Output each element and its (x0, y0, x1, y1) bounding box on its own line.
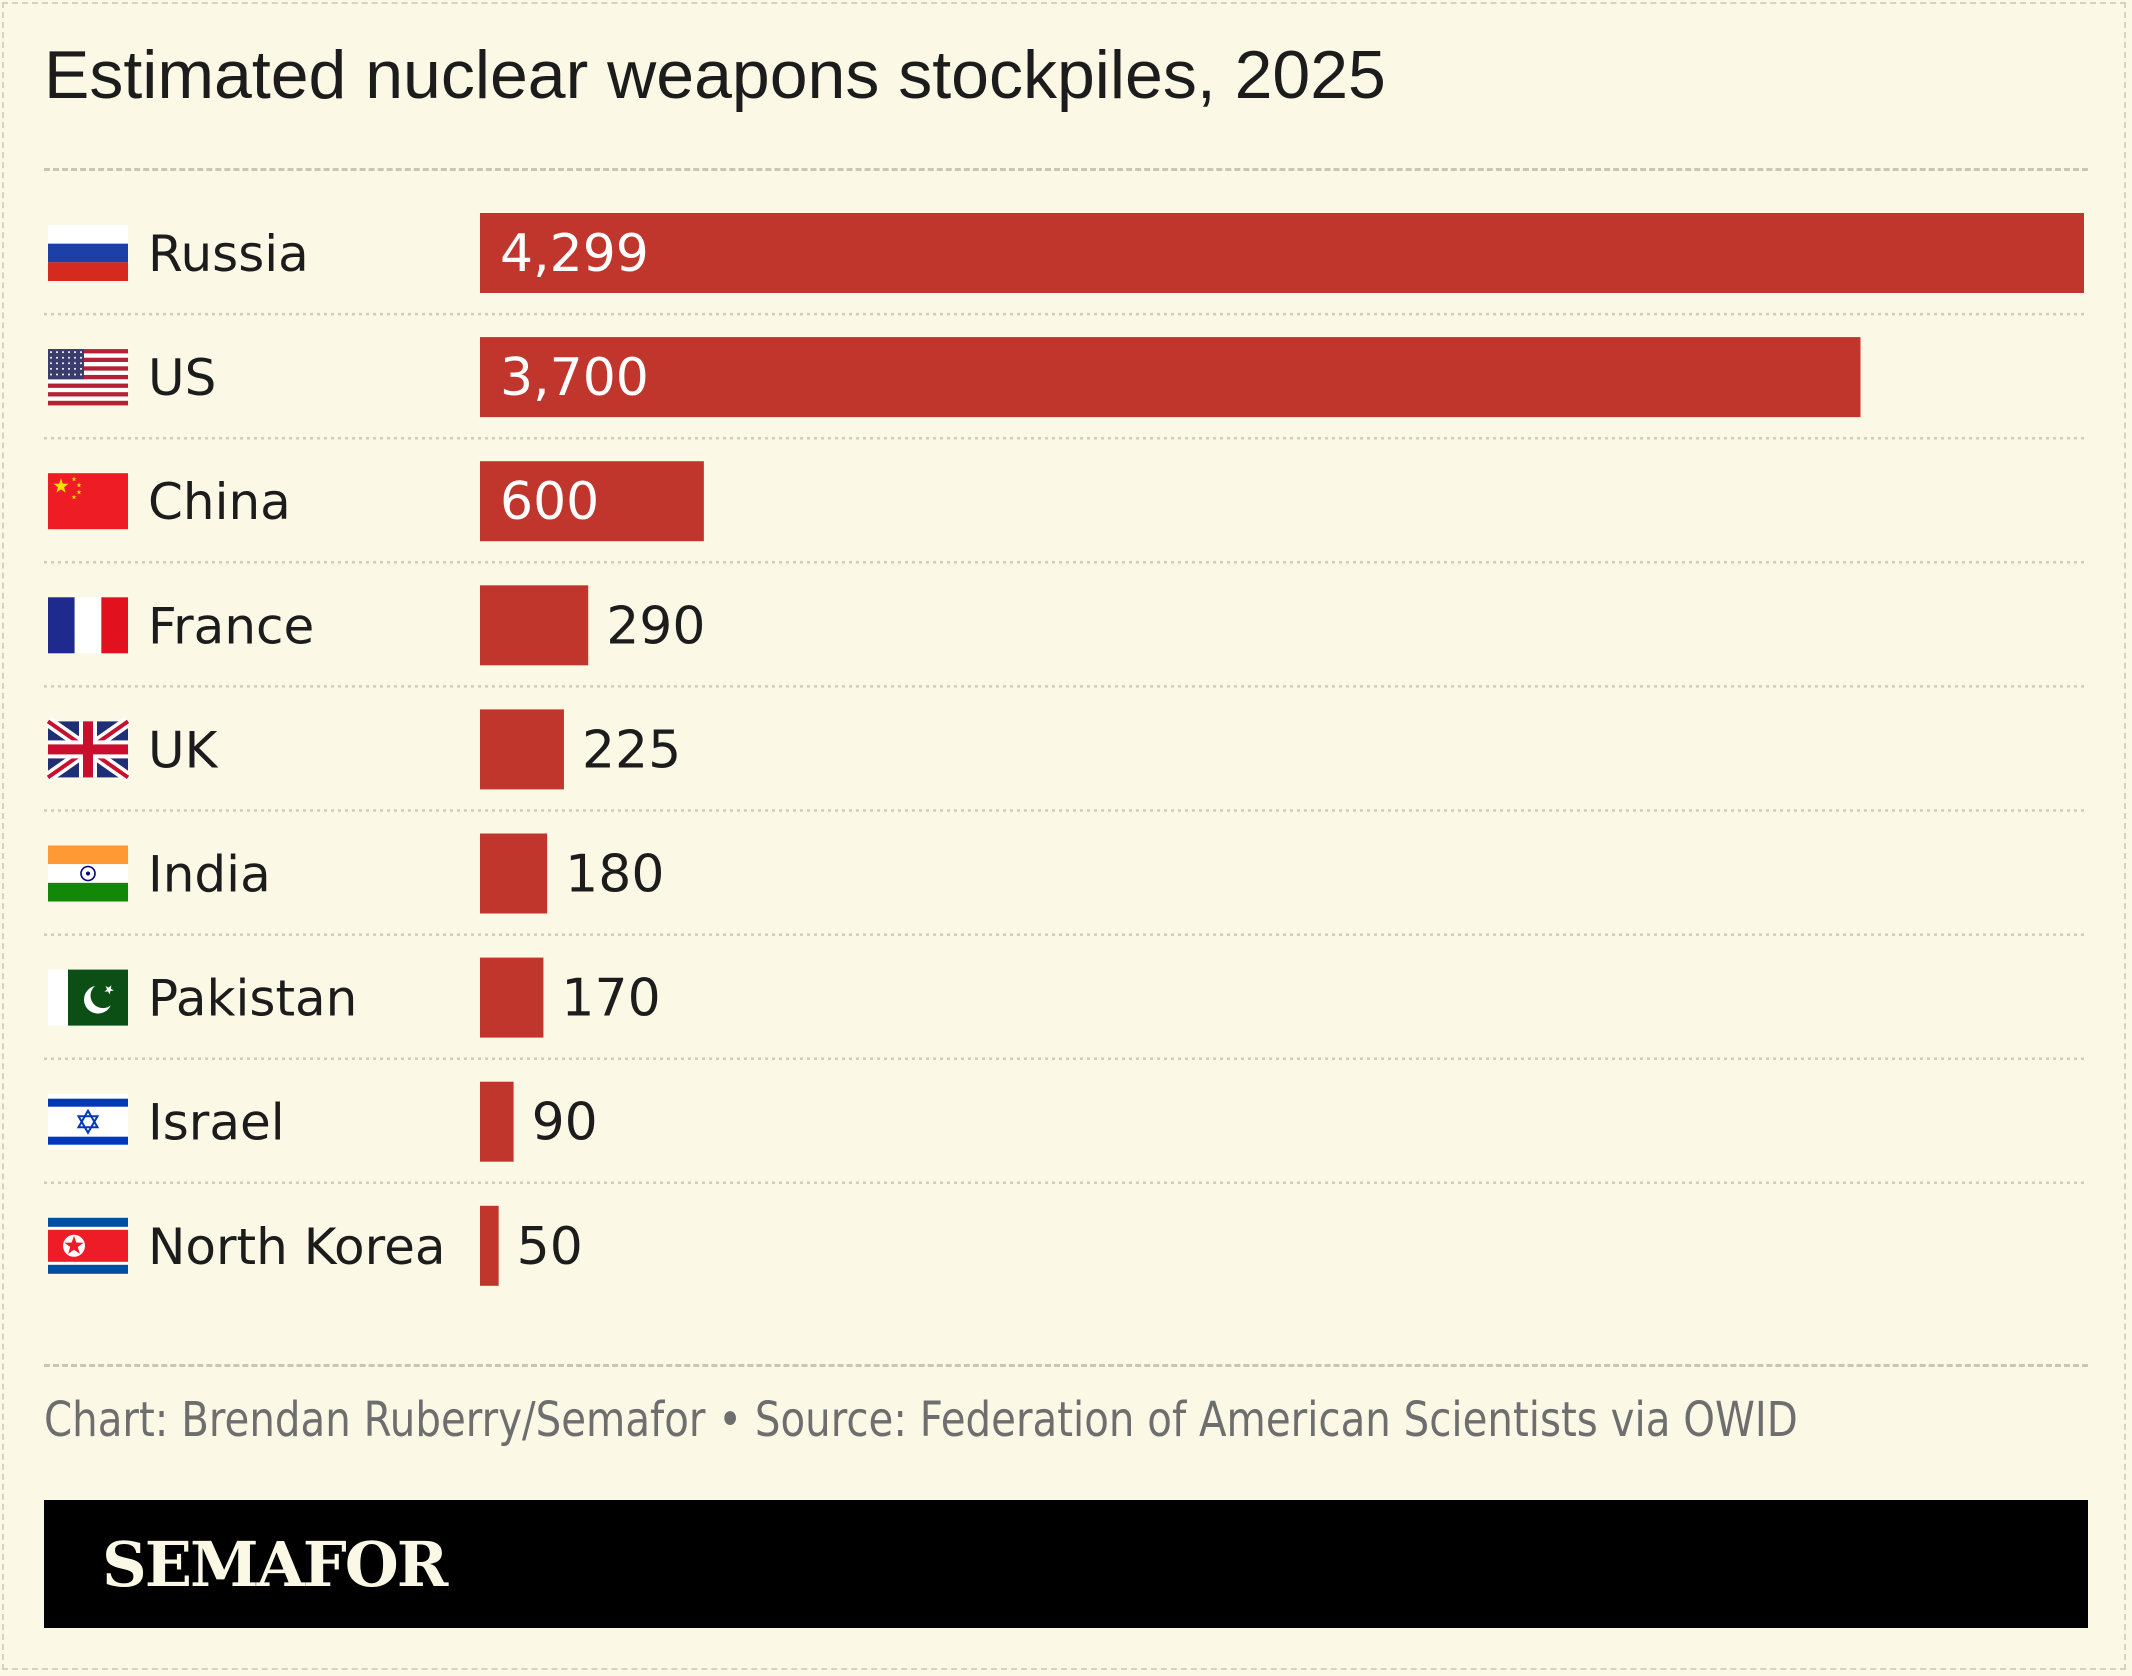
bar (480, 461, 704, 542)
bar-row: Pakistan 170 (44, 933, 2088, 1038)
category-label: Russia (148, 225, 309, 283)
value-label: 3,700 (500, 348, 649, 408)
flag-us-icon (48, 349, 128, 406)
bar (480, 1205, 499, 1286)
flag-israel-icon (48, 1093, 128, 1150)
category-label: France (148, 597, 314, 655)
value-label: 4,299 (500, 224, 649, 284)
chart-title: Estimated nuclear weapons stockpiles, 20… (44, 37, 1386, 113)
category-label: US (148, 349, 216, 407)
flag-pakistan-icon (48, 969, 128, 1026)
bar (480, 709, 564, 790)
bar (480, 833, 548, 914)
footer-divider (44, 1364, 2088, 1367)
category-label: Israel (148, 1094, 285, 1152)
flag-uk-icon (44, 716, 132, 782)
category-label: North Korea (148, 1218, 446, 1276)
flag-india-icon (48, 845, 128, 902)
value-label: 50 (517, 1217, 583, 1277)
value-label: 225 (582, 720, 681, 780)
value-label: 180 (565, 845, 664, 905)
bar (480, 585, 589, 666)
bar-row: India 180 (44, 809, 2088, 914)
bar (480, 1081, 514, 1162)
bar (480, 957, 544, 1038)
flag-north-korea-icon (48, 1217, 128, 1274)
value-label: 90 (532, 1093, 598, 1153)
category-label: China (148, 473, 291, 531)
category-label: India (148, 846, 271, 904)
flag-russia-icon (48, 225, 128, 281)
bar-row: France 290 (44, 561, 2088, 666)
brand-bar: SEMAFOR (44, 1500, 2088, 1628)
bar (480, 337, 1861, 418)
value-label: 170 (561, 969, 660, 1029)
value-label: 290 (606, 596, 705, 656)
semafor-logo: SEMAFOR (102, 1528, 448, 1601)
flag-china-icon (48, 473, 128, 530)
title-divider (44, 168, 2088, 171)
category-label: Pakistan (148, 970, 357, 1028)
bar-row: North Korea 50 (44, 1181, 2088, 1286)
bar-row: China 600 (44, 436, 2088, 542)
bar-row: UK 225 (44, 685, 2088, 790)
value-label: 600 (500, 472, 599, 532)
category-label: UK (148, 721, 219, 779)
bar (480, 213, 2084, 293)
chart-credit: Chart: Brendan Ruberry/Semafor • Source:… (44, 1392, 1798, 1448)
bar-row: US 3,700 (44, 312, 2088, 418)
bar-row: Russia 4,299 (48, 213, 2084, 293)
flag-france-icon (48, 597, 128, 654)
bar-row: Israel 90 (44, 1057, 2088, 1162)
